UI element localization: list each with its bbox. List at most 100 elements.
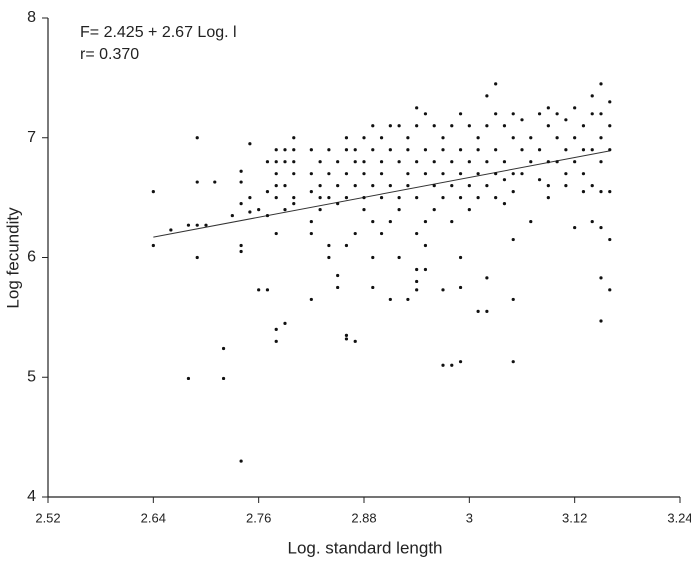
point bbox=[590, 94, 594, 98]
point bbox=[581, 148, 586, 152]
point bbox=[265, 160, 270, 164]
point bbox=[248, 210, 252, 214]
point bbox=[494, 172, 498, 176]
point bbox=[476, 196, 480, 200]
x-tick-label: 2.64 bbox=[141, 510, 166, 525]
point bbox=[458, 196, 463, 200]
point bbox=[239, 202, 243, 206]
point bbox=[590, 219, 594, 224]
point bbox=[327, 148, 331, 152]
point bbox=[230, 213, 234, 218]
point bbox=[537, 178, 542, 182]
point bbox=[379, 231, 384, 236]
point bbox=[406, 136, 410, 140]
point bbox=[265, 213, 270, 218]
point bbox=[186, 223, 191, 227]
point bbox=[423, 148, 428, 152]
point bbox=[327, 243, 331, 248]
point bbox=[476, 172, 480, 176]
point bbox=[371, 255, 375, 260]
point bbox=[213, 180, 217, 184]
point bbox=[265, 288, 270, 292]
point bbox=[546, 106, 550, 110]
point bbox=[485, 94, 489, 98]
point bbox=[344, 148, 349, 152]
y-tick-label: 6 bbox=[27, 249, 36, 266]
point bbox=[529, 219, 533, 224]
point bbox=[292, 202, 296, 206]
point bbox=[371, 184, 375, 188]
point bbox=[344, 196, 349, 200]
y-tick-label: 7 bbox=[27, 129, 36, 146]
point bbox=[406, 297, 410, 302]
x-tick-label: 3.12 bbox=[562, 510, 587, 525]
point bbox=[590, 112, 594, 116]
point bbox=[520, 172, 524, 176]
point bbox=[423, 172, 428, 176]
point bbox=[520, 118, 524, 122]
point bbox=[608, 100, 612, 104]
point bbox=[537, 112, 542, 116]
point bbox=[195, 180, 199, 184]
point bbox=[432, 160, 436, 164]
point bbox=[564, 184, 568, 188]
point bbox=[581, 190, 586, 194]
point bbox=[458, 360, 463, 364]
point bbox=[467, 160, 471, 164]
point bbox=[292, 136, 296, 140]
point bbox=[494, 82, 498, 86]
point bbox=[195, 136, 199, 140]
point bbox=[599, 225, 603, 230]
point bbox=[239, 249, 243, 254]
point bbox=[511, 190, 515, 194]
point bbox=[362, 196, 366, 200]
point bbox=[204, 223, 208, 227]
point bbox=[257, 208, 261, 212]
point bbox=[406, 148, 410, 152]
point bbox=[379, 172, 384, 176]
point bbox=[274, 231, 278, 236]
point bbox=[599, 82, 603, 86]
point bbox=[327, 255, 331, 260]
point bbox=[511, 112, 515, 116]
point bbox=[546, 184, 550, 188]
point bbox=[283, 160, 287, 164]
point bbox=[555, 136, 559, 140]
point bbox=[309, 148, 313, 152]
point bbox=[151, 243, 155, 248]
point bbox=[520, 148, 524, 152]
point bbox=[397, 255, 401, 260]
point bbox=[573, 106, 577, 110]
point bbox=[274, 327, 278, 331]
point bbox=[573, 225, 577, 230]
point bbox=[344, 243, 349, 248]
point bbox=[476, 148, 480, 152]
correlation: r= 0.370 bbox=[80, 46, 139, 63]
point bbox=[292, 148, 296, 152]
point bbox=[388, 184, 392, 188]
point bbox=[599, 160, 603, 164]
point bbox=[274, 148, 278, 152]
point bbox=[362, 136, 366, 140]
point bbox=[309, 219, 313, 224]
point bbox=[467, 184, 471, 188]
point bbox=[336, 285, 340, 290]
point bbox=[432, 208, 436, 212]
point bbox=[397, 208, 401, 212]
point bbox=[397, 196, 401, 200]
point bbox=[502, 160, 507, 164]
point bbox=[502, 178, 507, 182]
point bbox=[599, 319, 603, 323]
y-tick-label: 5 bbox=[27, 368, 36, 385]
point bbox=[151, 190, 155, 194]
point bbox=[195, 255, 199, 260]
point bbox=[283, 321, 287, 325]
point bbox=[309, 190, 313, 194]
point bbox=[248, 196, 252, 200]
point bbox=[309, 297, 313, 302]
point bbox=[581, 124, 586, 128]
point bbox=[406, 184, 410, 188]
point bbox=[353, 339, 357, 343]
point bbox=[327, 196, 331, 200]
point bbox=[344, 333, 349, 337]
